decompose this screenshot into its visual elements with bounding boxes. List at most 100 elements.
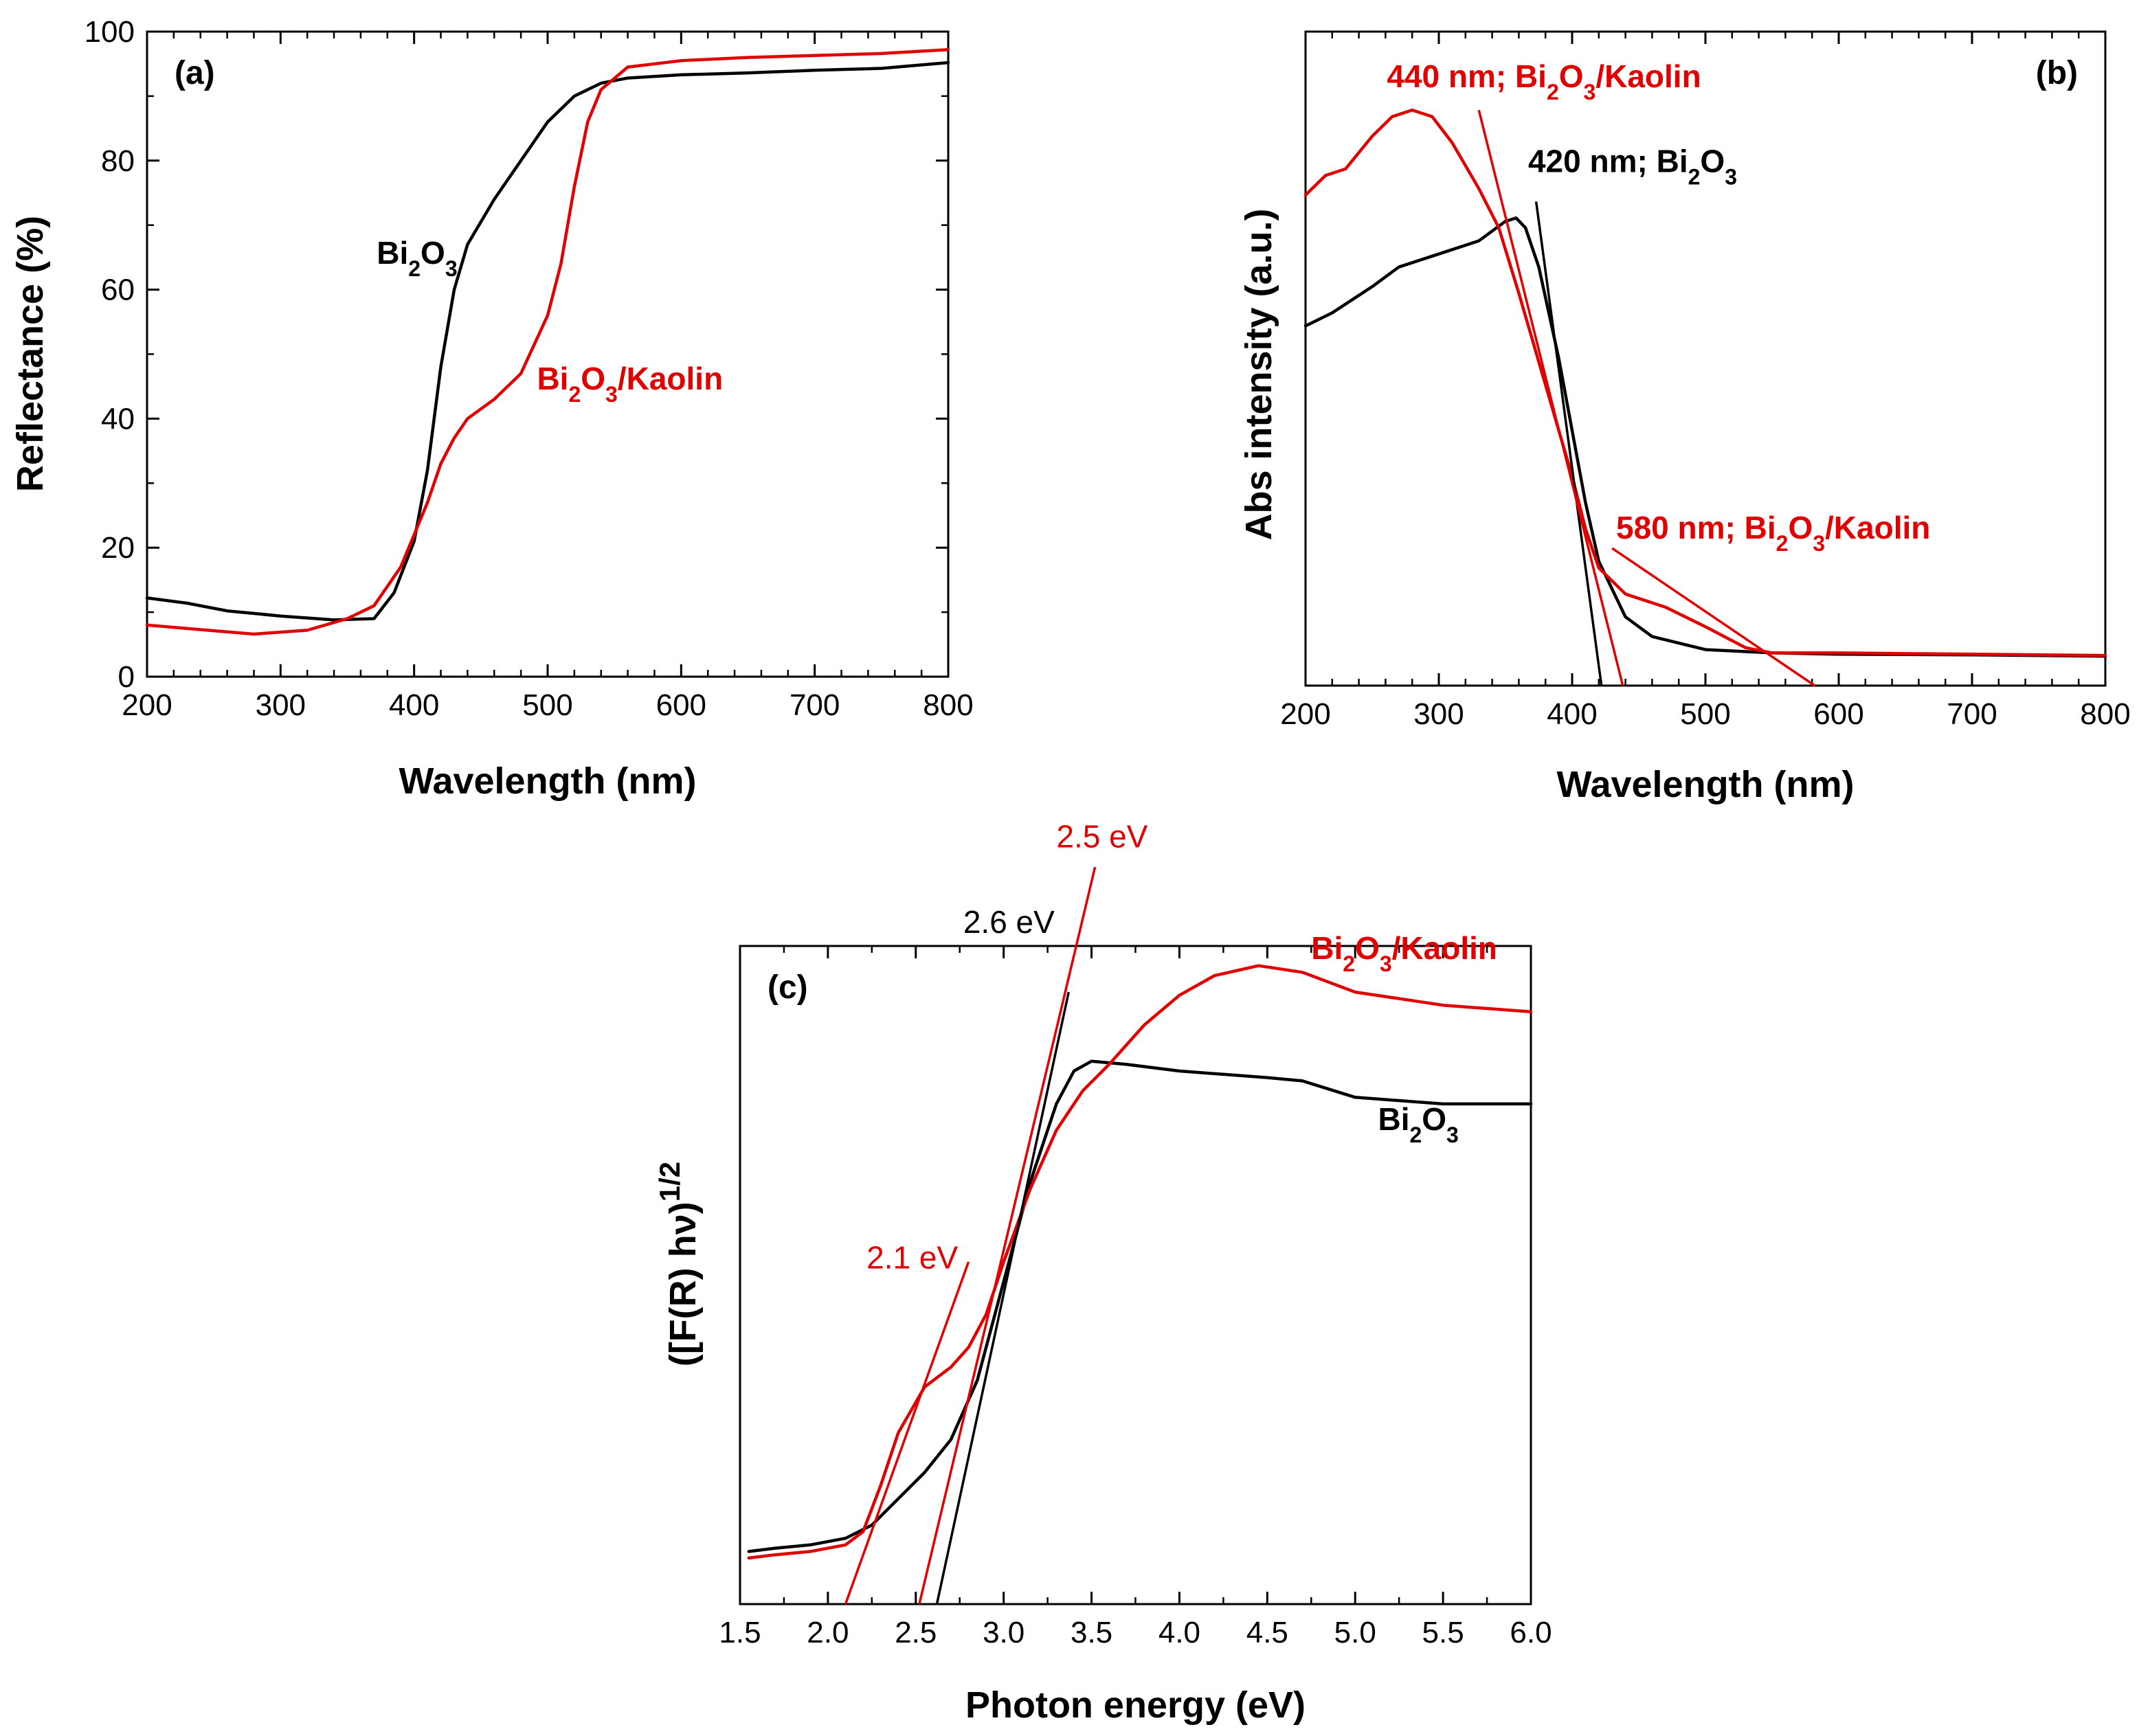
annotation-subscript: 2 [1776, 531, 1789, 556]
x-tick-label: 2.0 [807, 1616, 849, 1649]
chart-panel-c: 1.5 2.0 2.5 3.0 3.5 4.0 4.5 5.0 5.5 6.0 Photon ene… [653, 818, 1552, 1726]
annotation-subscript: 2 [1343, 951, 1355, 976]
annotation-subscript: 2 [1409, 1123, 1422, 1147]
fit-line-3 [844, 1261, 970, 1605]
annotation-text: /Kaolin [1825, 510, 1930, 545]
y-axis-title: ([F(R) hν)1/2 [653, 1162, 704, 1366]
annotation-1: Bi2O3 [377, 235, 457, 281]
x-tick-label: 400 [1547, 697, 1597, 731]
x-tick-label: 200 [122, 688, 172, 722]
y-axis-title: Reflectance (%) [10, 216, 51, 492]
annotation-4: Bi2O3 [1378, 1101, 1458, 1147]
x-tick-label: 700 [790, 688, 840, 722]
annotation-2: 420 nm; Bi2O3 [1528, 144, 1737, 190]
annotation-text: O [1355, 930, 1380, 966]
y-tick-label: 60 [101, 273, 135, 307]
fit-line-1 [935, 991, 1071, 1605]
x-tick-label: 300 [256, 688, 306, 722]
plot-frame [146, 30, 950, 678]
plot-frame [1304, 30, 2107, 687]
annotation-text: /Kaolin [618, 361, 723, 396]
x-tick-label: 6.0 [1510, 1616, 1552, 1649]
annotation-2: 2.6 eV [963, 904, 1055, 940]
annotation-subscript: 2 [408, 256, 421, 281]
x-tick-label: 1.5 [719, 1616, 761, 1649]
panel-label: (b) [2036, 55, 2078, 91]
annotation-subscript: 2 [568, 382, 581, 407]
x-tick-label: 600 [1813, 697, 1863, 731]
x-tick-label: 5.0 [1334, 1616, 1376, 1649]
annotation-subscript: 3 [605, 382, 618, 407]
annotation-2: Bi2O3/Kaolin [537, 361, 723, 407]
x-tick-label: 700 [1947, 697, 1997, 731]
x-tick-label: 3.0 [983, 1616, 1024, 1649]
y-axis-title: Abs intensity (a.u.) [1238, 208, 1279, 540]
annotation-text: 2.1 eV [866, 1239, 958, 1275]
chart-panel-a: 200 300 400 500 600 700 800 0 20 40 60 80 100 Wavelen… [10, 15, 974, 802]
panel-label: (c) [768, 969, 808, 1006]
x-tick-label: 800 [923, 688, 973, 722]
annotation-text: 440 nm; Bi [1387, 58, 1547, 94]
x-tick-label: 400 [389, 688, 439, 722]
annotation-text: 2.5 eV [1056, 818, 1147, 854]
x-axis-title: Wavelength (nm) [1556, 764, 1854, 805]
annotation-subscript: 2 [1688, 165, 1701, 190]
annotation-text: O [1422, 1101, 1446, 1137]
annotation-text: O [1559, 58, 1584, 94]
annotation-subscript: 3 [1813, 531, 1825, 556]
annotation-subscript: 3 [1380, 951, 1392, 976]
annotation-text: O [581, 361, 605, 396]
annotation-text: 580 nm; Bi [1616, 510, 1776, 545]
annotation-5: 2.1 eV [866, 1239, 958, 1275]
x-tick-label: 5.5 [1422, 1616, 1464, 1649]
series-line-2 [1303, 108, 2107, 657]
fit-line-2 [1477, 109, 1624, 686]
x-tick-label: 200 [1280, 697, 1330, 731]
chart-panel-b: 200 300 400 500 600 700 800 Wavelength (nm) Abs … [1238, 30, 2131, 805]
annotation-text: O [421, 235, 445, 271]
annotation-subscript: 3 [1446, 1123, 1459, 1147]
panel-label: (a) [175, 55, 215, 91]
series-line-1 [1303, 216, 2107, 658]
annotation-text: Bi [537, 361, 568, 396]
annotation-1: 440 nm; Bi2O3/Kaolin [1387, 58, 1701, 104]
y-axis-title-superscript: 1/2 [653, 1162, 686, 1202]
x-tick-label: 3.5 [1071, 1616, 1112, 1649]
annotation-3: 580 nm; Bi2O3/Kaolin [1616, 510, 1930, 556]
x-tick-label: 4.0 [1158, 1616, 1200, 1649]
annotation-text: O [1700, 144, 1725, 179]
y-tick-label: 0 [118, 660, 135, 694]
x-tick-label: 2.5 [895, 1616, 937, 1649]
x-tick-label: 800 [2080, 697, 2130, 731]
series-line-2 [145, 48, 950, 636]
x-tick-label: 500 [1680, 697, 1730, 731]
x-axis-title: Wavelength (nm) [399, 760, 696, 802]
y-tick-label: 80 [101, 144, 135, 178]
annotation-text: Bi [1378, 1101, 1409, 1137]
annotation-3: Bi2O3/Kaolin [1311, 930, 1497, 976]
annotation-1: 2.5 eV [1056, 818, 1147, 854]
plot-frame [739, 945, 1532, 1605]
fit-line-1 [1534, 201, 1603, 686]
x-tick-label: 4.5 [1246, 1616, 1288, 1649]
y-tick-label: 100 [85, 15, 135, 49]
series-line-1 [145, 60, 950, 622]
x-tick-label: 600 [656, 688, 706, 722]
y-tick-label: 20 [101, 531, 135, 565]
annotation-text: Bi [1311, 930, 1343, 966]
x-tick-label: 300 [1413, 697, 1464, 731]
annotation-text: /Kaolin [1392, 930, 1497, 966]
annotation-text: O [1788, 510, 1813, 545]
annotation-text: 420 nm; Bi [1528, 144, 1688, 179]
annotation-text: /Kaolin [1595, 58, 1701, 94]
annotation-subscript: 2 [1547, 80, 1559, 104]
series-line-2 [747, 964, 1533, 1560]
annotation-subscript: 3 [1584, 80, 1596, 104]
annotation-subscript: 3 [1725, 165, 1737, 190]
series-line-1 [747, 1059, 1533, 1553]
annotation-text: Bi [377, 235, 408, 271]
annotation-subscript: 3 [445, 256, 458, 281]
fit-line-2 [918, 866, 1097, 1605]
x-axis-title: Photon energy (eV) [965, 1684, 1306, 1726]
